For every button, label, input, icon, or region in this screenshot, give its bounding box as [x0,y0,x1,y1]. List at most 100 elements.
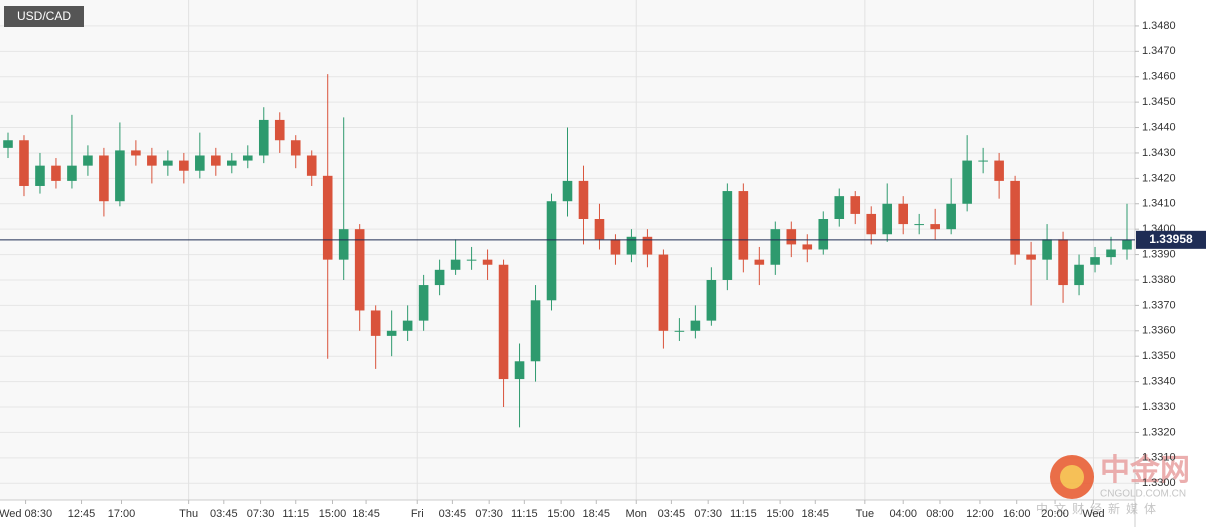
candle-body [1106,249,1116,258]
last-price-box [1136,230,1206,249]
candle-body [131,150,141,156]
candle-body [578,180,589,220]
last-price-label: 1.33958 [1149,232,1193,246]
candle-body [546,201,557,301]
candle-body [834,196,845,220]
candle-body [946,203,956,230]
y-tick-label: 1.3370 [1142,299,1176,311]
x-tick-label: 11:15 [730,508,757,520]
candle-body [882,203,893,235]
candle-body [211,155,221,166]
candle-body [179,160,189,171]
candle-body [642,236,653,255]
y-tick-label: 1.3330 [1142,401,1176,413]
candle-body [338,229,349,260]
candles [3,74,1132,428]
x-tick-label: 18:45 [352,508,380,520]
candle-body [386,330,397,336]
watermark-name: 中金网 [1100,453,1190,487]
x-tick-label: 08:00 [926,508,954,520]
candle-body [195,155,205,171]
candle-body [370,310,381,336]
candle-body [147,155,157,166]
candle-body [994,160,1004,181]
y-tick-label: 1.3460 [1142,71,1176,83]
candle-body [1010,180,1020,255]
y-tick-label: 1.3350 [1142,350,1176,362]
y-tick-label: 1.3340 [1142,376,1176,388]
logo-inner [1060,465,1084,489]
candle-body [738,191,749,260]
candle-body [962,160,972,204]
y-tick-label: 1.3440 [1142,121,1176,133]
candle-body [594,219,605,240]
x-tick-label: Tue [856,508,875,520]
candle-body [770,229,781,265]
x-tick-label: Mon [626,508,647,520]
y-tick-label: 1.3380 [1142,274,1176,286]
candle-body [115,150,125,202]
x-tick-label: 15:00 [547,508,575,520]
candle-body [626,236,637,255]
x-tick-label: 04:00 [889,508,917,520]
candle-body [482,259,493,265]
candle-body [322,175,333,260]
candle-body [1026,254,1036,260]
candle-body [227,160,237,166]
x-tick-label: Wed [1082,508,1104,520]
candle-body [258,119,269,156]
candle-body [1058,239,1068,286]
candle-body [722,191,733,280]
x-tick-label: 18:45 [583,508,611,520]
y-tick-label: 1.3430 [1142,147,1176,159]
x-tick-label: 03:45 [439,508,467,520]
x-tick-label: 16:00 [1003,508,1031,520]
candle-body [610,239,621,255]
y-tick-label: 1.3360 [1142,325,1176,337]
x-tick-label: Wed 08:30 [0,508,52,520]
candle-body [658,254,669,331]
candle-body [930,224,940,230]
candle-body [274,119,285,141]
x-tick-label: 15:00 [319,508,347,520]
y-tick-label: 1.3300 [1142,477,1176,489]
y-tick-label: 1.3320 [1142,426,1176,438]
watermark-site: CNGOLD.COM.CN [1100,489,1186,500]
candle-body [290,140,301,156]
candle-body [354,229,365,311]
x-tick-label: 15:00 [766,508,794,520]
x-tick-label: 12:00 [966,508,994,520]
x-tick-label: 12:45 [68,508,96,520]
candle-body [434,269,445,286]
x-tick-label: 03:45 [210,508,238,520]
candle-body [562,180,573,202]
candle-body [978,160,988,162]
candle-body [706,279,717,321]
x-tick-label: 11:15 [511,508,538,520]
candle-body [674,330,685,332]
y-tick-label: 1.3310 [1142,452,1176,464]
candle-body [514,361,525,380]
candle-body [35,165,45,186]
y-tick-label: 1.3420 [1142,172,1176,184]
candle-body [51,165,61,181]
candle-body [450,259,461,270]
candle-body [818,219,829,250]
x-tick-label: 07:30 [475,508,503,520]
candle-body [418,285,429,321]
candle-body [754,259,765,265]
candle-body [914,224,924,226]
candle-body [1042,239,1052,260]
x-tick-label: Thu [179,508,198,520]
candle-body [306,155,317,176]
candle-body [530,300,541,362]
candle-body [786,229,797,245]
x-tick-label: 11:15 [282,508,309,520]
candle-body [1090,257,1100,265]
candle-body [19,140,29,186]
candle-body [898,203,908,225]
candle-body [402,320,413,331]
candle-body [1074,264,1084,286]
symbol-box [4,6,84,27]
